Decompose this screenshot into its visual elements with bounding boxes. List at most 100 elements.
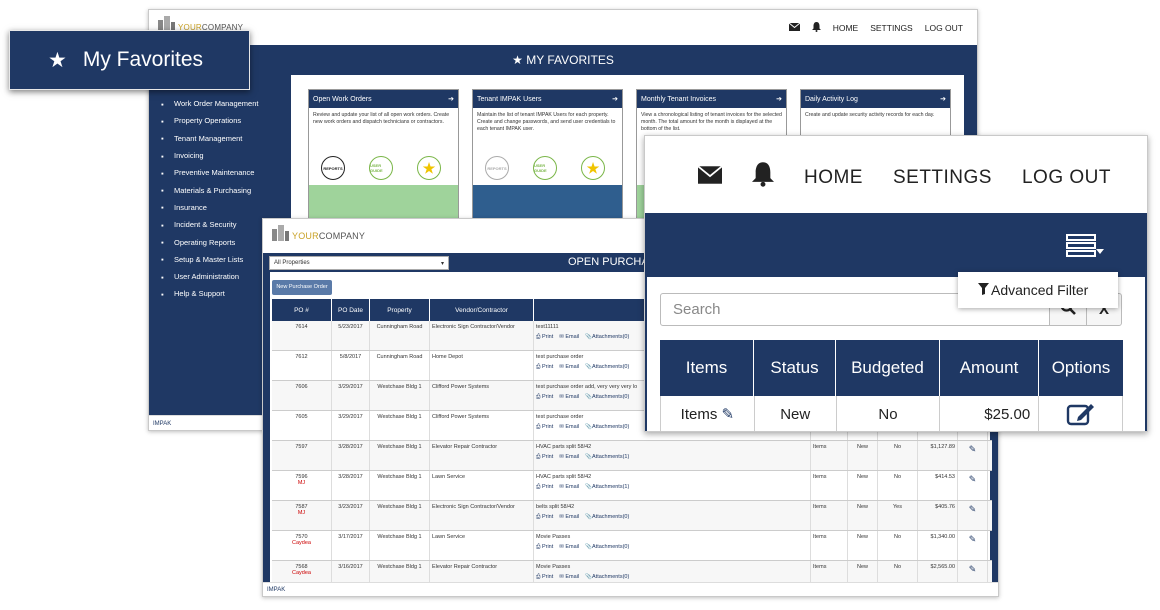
email-link[interactable]: ✉ Email — [559, 544, 580, 550]
company-logo: YOURCOMPANY — [271, 225, 365, 241]
po-left-border — [263, 272, 270, 582]
email-link[interactable]: ✉ Email — [559, 334, 580, 340]
items-link[interactable]: Items — [811, 471, 848, 500]
po-footer: IMPAK — [263, 582, 998, 596]
favorite-star-icon[interactable]: ★ — [581, 156, 605, 180]
sidebar-item-reports[interactable]: ▪ Operating Reports — [161, 237, 236, 248]
table-row: 7605 3/29/2017 Westchase Bldg 1 Clifford Po… — [272, 411, 992, 441]
print-link[interactable]: ⎙ Print — [536, 484, 554, 490]
attachments-link[interactable]: 📎Attachments(0) — [585, 574, 630, 580]
attachments-link[interactable]: 📎Attachments(0) — [585, 424, 630, 430]
nav-logout[interactable]: LOG OUT — [1021, 166, 1111, 188]
attachments-link[interactable]: 📎Attachments(0) — [585, 364, 630, 370]
reports-icon[interactable]: REPORTS — [321, 156, 345, 180]
umbrella-icon: ▪ — [161, 203, 164, 213]
sidebar-item-insurance[interactable]: ▪ Insurance — [161, 202, 207, 213]
email-link[interactable]: ✉ Email — [559, 364, 580, 370]
property-select[interactable]: All Properties ▾ — [269, 256, 449, 270]
print-link[interactable]: ⎙ Print — [536, 364, 554, 370]
my-favorites-badge[interactable]: ★ My Favorites — [9, 30, 250, 90]
sidebar-item-work-orders[interactable]: ▪ Work Order Management — [161, 99, 259, 109]
attachments-link[interactable]: 📎Attachments(0) — [585, 514, 630, 520]
filter-menu-icon[interactable] — [1065, 233, 1105, 264]
mail-icon[interactable] — [697, 165, 723, 190]
print-link[interactable]: ⎙ Print — [536, 544, 554, 550]
impak-logo: IMPAK — [153, 421, 172, 427]
new-purchase-order-button[interactable]: New Purchase Order — [272, 280, 332, 295]
po-number: 7596 MJ — [272, 471, 332, 500]
print-link[interactable]: ⎙ Print — [536, 424, 554, 430]
nav-settings[interactable]: SETTINGS — [892, 166, 992, 188]
advanced-filter-menu-item[interactable]: Advanced Filter — [958, 272, 1118, 308]
table-row: 7596 MJ 3/28/2017 Westchase Bldg 1 Lawn Serv… — [272, 471, 992, 501]
purchase-orders-window: YOURCOMPANY All Properties ▾ OPEN PURCHAS… — [262, 218, 999, 597]
sidebar-item-user-admin[interactable]: ▪ User Administration — [161, 272, 240, 282]
edit-button[interactable] — [1039, 396, 1123, 431]
arrow-right-icon[interactable]: ➔ — [776, 96, 782, 103]
filter-icon — [978, 282, 989, 298]
user-guide-icon[interactable]: USER GUIDE — [533, 156, 557, 180]
print-link[interactable]: ⎙ Print — [536, 514, 554, 520]
items-link[interactable]: Items — [811, 441, 848, 470]
favorites-banner: ★ MY FAVORITES — [149, 45, 977, 75]
impak-logo: IMPAK — [267, 587, 286, 593]
attachments-link[interactable]: 📎Attachments(1) — [585, 484, 630, 490]
items-link[interactable]: Items — [811, 531, 848, 560]
items-link[interactable]: Items — [811, 561, 848, 590]
arrow-right-icon[interactable]: ➔ — [448, 96, 454, 103]
items-link[interactable]: Items — [811, 501, 848, 530]
attachments-link[interactable]: 📎Attachments(0) — [585, 544, 630, 550]
user-guide-icon[interactable]: USER GUIDE — [369, 156, 393, 180]
users-icon: ▪ — [161, 134, 164, 144]
nav-settings[interactable]: SETTINGS — [870, 23, 913, 33]
email-link[interactable]: ✉ Email — [559, 484, 580, 490]
email-link[interactable]: ✉ Email — [559, 394, 580, 400]
sidebar-item-property-ops[interactable]: ▪ Property Operations — [161, 116, 242, 126]
email-link[interactable]: ✉ Email — [559, 574, 580, 580]
attachments-link[interactable]: 📎Attachments(0) — [585, 394, 630, 400]
bell-icon[interactable] — [811, 22, 821, 34]
edit-icon[interactable]: ✎ — [958, 561, 988, 590]
items-link[interactable]: Items ✎ — [661, 396, 755, 431]
po-page-title: OPEN PURCHASE — [568, 256, 664, 268]
attachments-link[interactable]: 📎Attachments(1) — [585, 454, 630, 460]
print-link[interactable]: ⎙ Print — [536, 334, 554, 340]
edit-icon[interactable]: ✎ — [958, 531, 988, 560]
mail-icon[interactable] — [788, 22, 801, 33]
edit-icon[interactable]: ✎ — [958, 441, 988, 470]
sidebar-item-preventive[interactable]: ▪ Preventive Maintenance — [161, 168, 255, 178]
sidebar-item-tenant-mgmt[interactable]: ▪ Tenant Management — [161, 133, 243, 144]
edit-icon[interactable]: ✎ — [958, 471, 988, 500]
po-number: 7614 — [272, 321, 332, 350]
card-tenant-users[interactable]: Tenant IMPAK Users ➔ Maintain the list of… — [472, 89, 623, 221]
print-link[interactable]: ⎙ Print — [536, 574, 554, 580]
calendar-icon: ▪ — [161, 168, 164, 178]
email-link[interactable]: ✉ Email — [559, 454, 580, 460]
sidebar-item-materials[interactable]: ▪ Materials & Purchasing — [161, 185, 252, 196]
sidebar-item-incident[interactable]: ▪ Incident & Security — [161, 220, 237, 230]
sidebar-item-invoicing[interactable]: ▪ Invoicing — [161, 151, 204, 161]
print-link[interactable]: ⎙ Print — [536, 454, 554, 460]
attachments-link[interactable]: 📎Attachments(0) — [585, 334, 630, 340]
card-open-work-orders[interactable]: Open Work Orders ➔ Review and update your… — [308, 89, 459, 221]
zoom-top-nav: HOME SETTINGS LOG OUT — [697, 162, 1111, 193]
my-favorites-label: My Favorites — [82, 48, 204, 71]
zoom-window: HOME SETTINGS LOG OUT Search X Advanced … — [644, 135, 1148, 432]
po-number: 7570 Caydea — [272, 531, 332, 560]
reports-icon[interactable]: REPORTS — [485, 156, 509, 180]
nav-logout[interactable]: LOG OUT — [924, 23, 963, 33]
wrench-icon: ▪ — [161, 99, 164, 109]
sidebar-item-help[interactable]: ▪ Help & Support — [161, 289, 225, 299]
email-link[interactable]: ✉ Email — [559, 514, 580, 520]
nav-home[interactable]: HOME — [803, 166, 863, 188]
email-link[interactable]: ✉ Email — [559, 424, 580, 430]
arrow-right-icon[interactable]: ➔ — [940, 96, 946, 103]
sidebar-item-setup[interactable]: ▪ Setup & Master Lists — [161, 254, 244, 265]
folder-illustration — [309, 185, 458, 220]
nav-home[interactable]: HOME — [832, 23, 859, 33]
print-link[interactable]: ⎙ Print — [536, 394, 554, 400]
edit-icon[interactable]: ✎ — [958, 501, 988, 530]
favorite-star-icon[interactable]: ★ — [417, 156, 441, 180]
arrow-right-icon[interactable]: ➔ — [612, 96, 618, 103]
bell-icon[interactable] — [751, 162, 774, 193]
